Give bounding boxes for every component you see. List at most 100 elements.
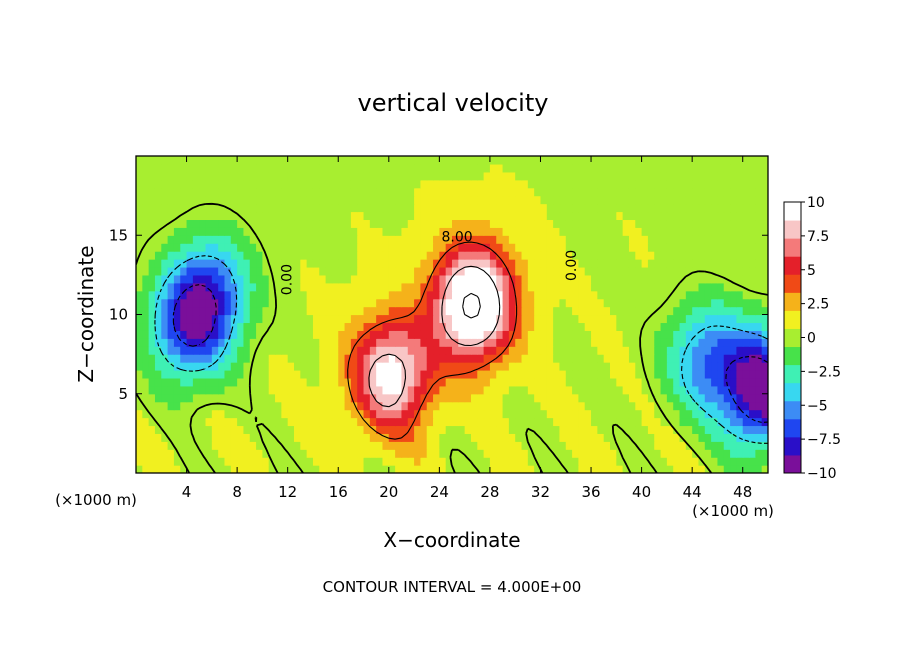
field-cell bbox=[628, 171, 636, 181]
field-cell bbox=[470, 385, 478, 395]
field-cell bbox=[414, 251, 421, 260]
field-cell bbox=[749, 203, 756, 213]
field-cell bbox=[344, 385, 352, 395]
field-cell bbox=[597, 330, 605, 339]
field-cell bbox=[344, 179, 352, 189]
field-cell bbox=[628, 156, 636, 165]
field-cell bbox=[546, 314, 554, 324]
field-cell bbox=[452, 322, 459, 331]
field-cell bbox=[452, 417, 459, 427]
field-cell bbox=[540, 171, 548, 181]
field-cell bbox=[312, 322, 320, 331]
field-cell bbox=[180, 330, 188, 339]
field-cell bbox=[572, 385, 579, 395]
field-cell bbox=[591, 235, 598, 244]
field-cell bbox=[262, 449, 270, 458]
field-cell bbox=[167, 187, 175, 197]
field-cell bbox=[578, 385, 586, 395]
field-cell bbox=[464, 441, 472, 450]
field-cell bbox=[237, 266, 245, 276]
field-cell bbox=[742, 385, 750, 395]
field-cell bbox=[458, 306, 466, 316]
field-cell bbox=[218, 425, 226, 434]
field-cell bbox=[635, 306, 643, 316]
field-cell bbox=[376, 330, 384, 339]
field-cell bbox=[262, 306, 270, 316]
field-cell bbox=[445, 156, 453, 165]
field-cell bbox=[502, 179, 510, 189]
field-cell bbox=[344, 322, 352, 331]
field-cell bbox=[249, 290, 257, 300]
field-cell bbox=[180, 163, 188, 173]
field-cell bbox=[603, 306, 611, 316]
field-cell bbox=[319, 282, 327, 292]
field-cell bbox=[685, 187, 693, 197]
field-cell bbox=[578, 163, 586, 173]
field-cell bbox=[338, 465, 346, 473]
field-cell bbox=[300, 219, 308, 228]
field-cell bbox=[578, 274, 586, 284]
field-cell bbox=[673, 274, 681, 284]
field-cell bbox=[136, 330, 143, 339]
field-cell bbox=[641, 314, 649, 324]
field-cell bbox=[148, 314, 156, 324]
field-cell bbox=[591, 425, 598, 434]
field-cell bbox=[186, 385, 194, 395]
field-cell bbox=[407, 156, 415, 165]
field-cell bbox=[426, 369, 434, 379]
colorbar-swatch bbox=[784, 274, 801, 293]
field-cell bbox=[742, 322, 750, 331]
field-cell bbox=[439, 346, 447, 355]
field-cell bbox=[704, 203, 712, 213]
field-cell bbox=[369, 259, 377, 268]
field-cell bbox=[464, 457, 472, 466]
field-cell bbox=[673, 195, 681, 205]
field-cell bbox=[483, 346, 491, 355]
field-cell bbox=[610, 417, 617, 427]
field-cell bbox=[546, 211, 554, 221]
colorbar-swatch bbox=[784, 328, 801, 348]
field-cell bbox=[230, 179, 238, 189]
field-cell bbox=[578, 171, 586, 181]
field-cell bbox=[610, 330, 617, 339]
field-cell bbox=[363, 259, 371, 268]
field-cell bbox=[186, 314, 194, 324]
field-cell bbox=[294, 227, 301, 236]
field-cell bbox=[243, 441, 251, 450]
field-cell bbox=[742, 306, 750, 316]
field-cell bbox=[211, 338, 219, 347]
field-cell bbox=[477, 163, 485, 173]
field-cell bbox=[287, 243, 295, 252]
field-cell bbox=[565, 393, 573, 403]
field-cell bbox=[350, 314, 358, 324]
field-cell bbox=[420, 219, 428, 228]
field-cell bbox=[483, 171, 491, 181]
field-cell bbox=[679, 314, 687, 324]
field-cell bbox=[622, 274, 630, 284]
field-cell bbox=[376, 274, 384, 284]
field-cell bbox=[433, 457, 440, 466]
field-cell bbox=[445, 274, 453, 284]
field-cell bbox=[628, 362, 636, 371]
field-cell bbox=[294, 195, 301, 205]
field-cell bbox=[610, 171, 617, 181]
field-cell bbox=[167, 362, 175, 371]
field-cell bbox=[363, 219, 371, 228]
field-cell bbox=[692, 441, 700, 450]
field-cell bbox=[294, 259, 301, 268]
field-cell bbox=[325, 227, 333, 236]
field-cell bbox=[420, 354, 428, 363]
field-cell bbox=[433, 369, 440, 379]
field-cell bbox=[319, 314, 327, 324]
field-cell bbox=[357, 274, 365, 284]
field-cell bbox=[268, 259, 276, 268]
field-cell bbox=[736, 163, 744, 173]
field-cell bbox=[679, 449, 687, 458]
field-cell bbox=[546, 171, 554, 181]
field-cell bbox=[218, 465, 226, 473]
field-cell bbox=[414, 385, 421, 395]
field-cell bbox=[363, 441, 371, 450]
field-cell bbox=[287, 322, 295, 331]
field-cell bbox=[433, 203, 440, 213]
field-cell bbox=[578, 433, 586, 442]
